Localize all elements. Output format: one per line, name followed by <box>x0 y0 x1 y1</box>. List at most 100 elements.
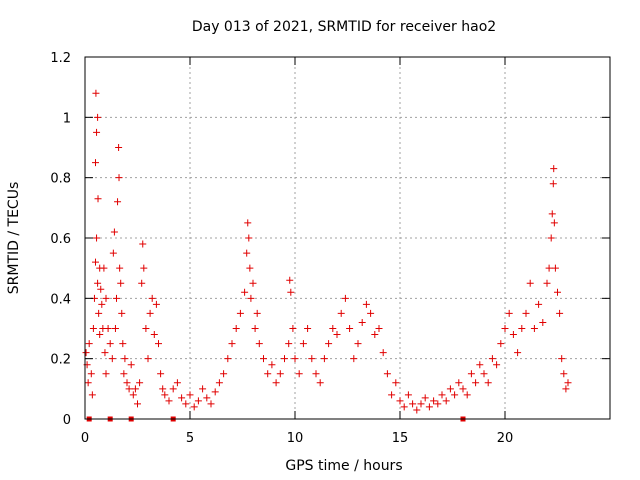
data-point <box>260 355 267 363</box>
data-point <box>148 294 156 302</box>
data-point <box>182 400 190 408</box>
data-point <box>169 385 177 393</box>
data-point <box>114 198 122 206</box>
x-tick-label: 15 <box>392 431 409 446</box>
data-point <box>215 379 223 387</box>
data-point <box>84 379 92 387</box>
data-point <box>272 379 280 387</box>
data-point <box>125 385 133 393</box>
data-point <box>89 325 97 332</box>
data-point <box>115 174 123 182</box>
data-point <box>467 370 475 378</box>
data-point <box>94 195 102 203</box>
data-point <box>558 355 566 363</box>
data-point <box>421 394 429 402</box>
data-point <box>142 325 150 332</box>
data-point <box>539 318 547 326</box>
data-point <box>97 285 105 293</box>
data-point <box>409 400 417 408</box>
data-point <box>417 400 425 408</box>
data-point <box>325 340 333 348</box>
data-point <box>249 279 257 287</box>
data-point <box>190 403 198 411</box>
data-point <box>484 379 492 387</box>
data-point <box>95 309 103 317</box>
data-point <box>139 240 147 248</box>
data-point <box>455 379 463 387</box>
data-point <box>138 279 146 287</box>
data-point <box>232 325 240 332</box>
data-point <box>556 309 564 317</box>
y-tick-label: 1 <box>63 111 71 126</box>
x-tick-label: 5 <box>186 431 194 446</box>
data-point <box>264 370 272 378</box>
data-point <box>207 400 215 408</box>
data-point <box>203 394 211 402</box>
data-point <box>543 279 551 287</box>
data-point <box>333 331 341 339</box>
y-tick-label: 1.2 <box>50 51 71 66</box>
y-tick-label: 0.8 <box>50 172 71 187</box>
data-point <box>129 391 137 399</box>
data-point <box>276 370 284 378</box>
data-point <box>194 397 202 405</box>
data-point <box>425 403 433 411</box>
data-point <box>564 379 572 387</box>
data-point <box>476 361 484 369</box>
data-point <box>102 294 110 302</box>
data-point <box>526 279 534 287</box>
data-point <box>383 370 391 378</box>
data-point <box>93 128 101 136</box>
data-point <box>152 300 160 308</box>
data-point <box>88 391 96 399</box>
data-point <box>341 294 349 302</box>
data-point <box>82 349 90 357</box>
data-point <box>110 228 118 236</box>
data-point <box>434 400 442 408</box>
data-point <box>251 325 259 332</box>
data-point <box>146 309 154 317</box>
data-point <box>299 340 307 348</box>
data-point <box>94 279 102 287</box>
data-point <box>165 397 173 405</box>
data-point <box>161 391 169 399</box>
data-point <box>140 264 148 272</box>
data-point <box>304 325 312 332</box>
data-point <box>354 340 362 348</box>
data-point <box>121 355 129 363</box>
data-point <box>530 325 538 332</box>
data-point <box>472 379 480 387</box>
data-point <box>451 391 459 399</box>
data-point <box>246 264 254 272</box>
data-point <box>362 300 370 308</box>
y-axis-label: SRMTID / TECUs <box>6 182 22 295</box>
data-point <box>241 288 249 296</box>
data-point <box>367 309 375 317</box>
data-point <box>554 288 561 296</box>
data-point <box>446 385 454 393</box>
y-tick-label: 0.6 <box>50 232 71 247</box>
data-point <box>493 361 501 369</box>
data-point <box>178 394 186 402</box>
x-axis-label: GPS time / hours <box>285 458 402 474</box>
data-point <box>120 370 128 378</box>
data-point <box>224 355 232 363</box>
data-point <box>108 355 116 363</box>
data-point <box>488 355 496 363</box>
data-point <box>199 385 207 393</box>
data-point <box>560 370 568 378</box>
data-point <box>268 361 276 369</box>
data-point <box>430 397 438 405</box>
data-point <box>548 210 556 218</box>
data-point <box>94 113 102 121</box>
data-point <box>545 264 553 272</box>
data-point <box>87 370 95 378</box>
data-point <box>375 325 383 332</box>
data-point <box>220 370 228 378</box>
data-point <box>243 249 251 257</box>
data-point <box>247 294 255 302</box>
data-point <box>157 370 165 378</box>
data-point <box>316 379 324 387</box>
data-point <box>320 355 328 363</box>
